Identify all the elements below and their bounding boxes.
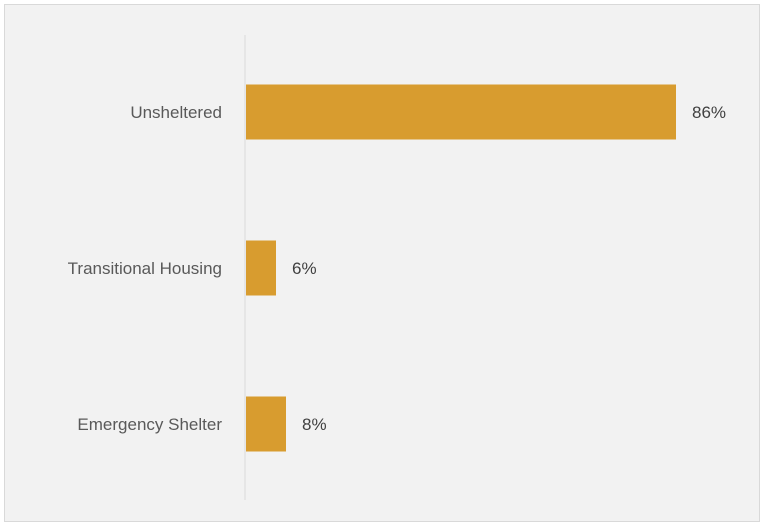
category-label-1: Transitional Housing <box>68 259 222 278</box>
bar-0 <box>246 84 676 140</box>
category-label-2: Emergency Shelter <box>77 415 222 434</box>
data-label-0: 86% <box>692 103 726 122</box>
bar-2 <box>246 396 286 452</box>
data-label-1: 6% <box>292 259 317 278</box>
bar-1 <box>246 240 276 296</box>
data-label-2: 8% <box>302 415 327 434</box>
category-label-0: Unsheltered <box>130 103 222 122</box>
